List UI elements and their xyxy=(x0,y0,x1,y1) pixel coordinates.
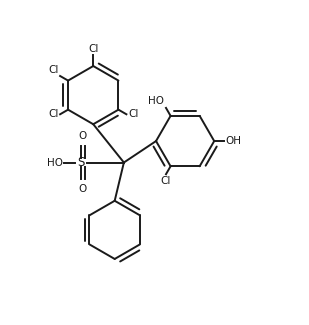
Text: Cl: Cl xyxy=(128,109,138,119)
Text: Cl: Cl xyxy=(48,65,59,75)
Text: Cl: Cl xyxy=(88,44,99,54)
Text: Cl: Cl xyxy=(48,109,59,119)
Text: S: S xyxy=(77,156,85,169)
Text: OH: OH xyxy=(226,136,242,146)
Text: Cl: Cl xyxy=(161,176,171,186)
Text: O: O xyxy=(79,131,87,141)
Text: HO: HO xyxy=(47,158,63,167)
Text: HO: HO xyxy=(148,97,164,106)
Text: O: O xyxy=(79,184,87,194)
